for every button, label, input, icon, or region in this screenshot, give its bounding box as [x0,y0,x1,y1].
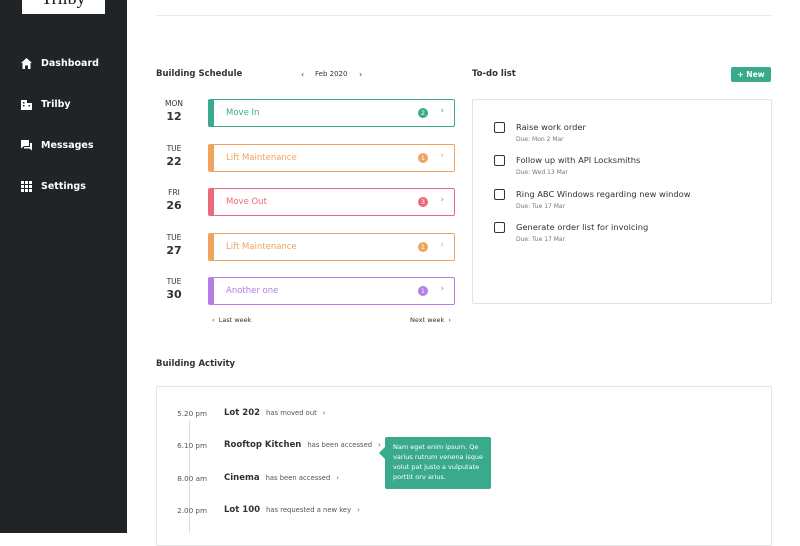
activity-row[interactable]: Cinema has been accessed › [224,473,339,483]
event-label: Move In [226,108,260,118]
event-day: FRI 26 [154,188,194,212]
activity-time: 6.10 pm [177,441,207,451]
event-label: Lift Maintenance [226,241,297,252]
event-count: 1 [418,152,428,163]
activity-place: Cinema [224,472,260,483]
activity-row[interactable]: Lot 202 has moved out › [224,408,326,418]
nav-item[interactable]: Trilby [20,96,120,112]
next-week-label: Next week [410,316,445,324]
event-card[interactable]: Another one 1 › [208,277,455,305]
activity-action: has requested a new key [266,505,352,514]
event-card[interactable]: Move Out 3 › [208,188,455,216]
new-button[interactable]: + New [731,67,771,82]
activity-action: has been accessed [265,473,331,482]
activity-title: Building Activity [156,359,236,369]
due: Due: Wed 13 Mar [516,169,568,177]
nav-item[interactable]: Settings [20,179,120,195]
activity-chevron: › [357,505,360,514]
schedule-title: Building Schedule [156,69,243,79]
event-count: 3 [418,197,428,207]
nav-icon [21,99,32,110]
activity-chevron: › [322,409,326,417]
task: Follow up with API Locksmiths [516,155,641,166]
due: Due: Mon 2 Mar [516,136,564,143]
task: Generate order list for invoicing [516,221,649,232]
todo-title: To-do list [472,69,516,79]
checkbox[interactable] [494,221,505,233]
nav-icon [21,57,32,69]
event-date: 22 [166,154,182,168]
event-chevron: › [440,106,444,116]
nav-label: Settings [41,181,86,193]
activity-time: 8.00 am [177,473,207,483]
timeline [189,420,190,533]
event-chevron: › [440,284,444,294]
event-label: Move Out [226,197,267,207]
event-label: Another one [226,286,279,296]
event-count: 1 [418,241,428,252]
checkbox[interactable] [494,155,505,167]
due: Due: Tue 17 Mar [516,235,566,243]
task: Raise work order [516,122,586,132]
event-card[interactable]: Move In 2 › [208,99,455,127]
activity-action: has been accessed [307,441,373,450]
activity-place: Rooftop Kitchen [224,440,302,451]
event-date: 27 [166,243,182,257]
event-label: Lift Maintenance [226,152,297,163]
nav-label: Trilby [41,98,71,110]
tooltip-arrow [379,447,385,459]
nav-label: Messages [41,140,94,152]
activity-chevron: › [336,473,340,482]
activity-place: Lot 100 [224,504,261,515]
event-count: 2 [418,108,428,118]
due: Due: Tue 17 Mar [516,202,566,210]
checkbox[interactable] [494,122,505,133]
event-day: MON 12 [154,99,194,123]
event-chevron: › [440,150,444,161]
page: Trilby Building Schedule ‹ Feb 2020 › ‹ … [0,0,772,546]
nav-item[interactable]: Dashboard [20,55,120,71]
event-day: TUE 30 [154,277,194,301]
last-week[interactable]: ‹ Last week [212,316,252,324]
logo[interactable]: Trilby [22,0,105,14]
activity-row[interactable]: Rooftop Kitchen has been accessed › [224,440,381,450]
event-day: TUE 27 [154,233,194,257]
header-divider [156,15,771,16]
next-month[interactable]: › [359,70,363,79]
new-button-label: New [746,70,765,79]
event-chevron: › [440,239,444,250]
activity-chevron: › [378,441,381,450]
activity-time: 5.20 pm [177,409,207,418]
event-day: TUE 22 [154,144,194,168]
nav-label: Dashboard [41,57,99,69]
event-chevron: › [440,195,444,205]
task: Ring ABC Windows regarding new window [516,188,691,199]
event-date: 12 [166,110,182,123]
prev-month[interactable]: ‹ [301,70,305,79]
event-date: 30 [166,288,182,301]
event-card[interactable]: Lift Maintenance 1 › [208,232,455,261]
event-date: 26 [166,199,182,212]
nav-item[interactable]: Messages [20,138,120,154]
event-card[interactable]: Lift Maintenance 1 › [208,143,455,172]
tooltip: Nam eget enim ipsum. Qe varius rutrum ve… [385,437,491,489]
checkbox[interactable] [494,188,505,200]
next-week[interactable]: Next week › [410,316,452,324]
activity-row[interactable]: Lot 100 has requested a new key › [224,505,360,515]
activity-place: Lot 202 [224,408,261,418]
month: Feb 2020 [315,70,348,78]
event-count: 1 [418,286,428,296]
activity-action: has moved out [266,409,317,417]
nav-icon [21,140,32,151]
last-week-label: Last week [218,316,252,324]
nav-icon [21,181,32,193]
todo-panel [472,99,772,304]
sidebar [0,0,127,533]
activity-time: 2.00 pm [177,505,207,515]
